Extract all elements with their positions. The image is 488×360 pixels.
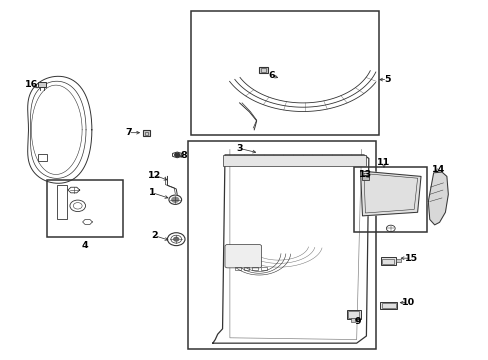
Text: 8: 8 xyxy=(180,152,186,161)
Circle shape xyxy=(174,153,179,157)
Polygon shape xyxy=(360,171,420,216)
Bar xyxy=(346,310,360,319)
Bar xyxy=(347,311,358,318)
FancyBboxPatch shape xyxy=(224,244,261,268)
Bar xyxy=(234,267,240,270)
Bar xyxy=(190,12,378,135)
Bar xyxy=(252,267,258,270)
Text: 15: 15 xyxy=(404,254,417,263)
Text: 4: 4 xyxy=(81,241,88,250)
Text: 10: 10 xyxy=(401,298,414,307)
Circle shape xyxy=(173,237,178,241)
Text: 2: 2 xyxy=(151,231,157,240)
Text: 5: 5 xyxy=(384,75,390,84)
Bar xyxy=(350,318,354,321)
Polygon shape xyxy=(427,172,447,225)
Bar xyxy=(57,185,67,220)
Text: 1: 1 xyxy=(148,188,155,197)
Bar xyxy=(381,303,395,309)
Bar xyxy=(395,259,400,262)
Bar xyxy=(222,155,366,166)
Bar xyxy=(261,267,266,270)
Text: 13: 13 xyxy=(358,170,371,179)
Text: 6: 6 xyxy=(267,71,274,80)
Text: 7: 7 xyxy=(125,128,131,137)
Bar xyxy=(144,132,148,135)
Bar xyxy=(47,180,122,237)
Text: 11: 11 xyxy=(377,158,390,167)
Text: 14: 14 xyxy=(430,166,444,175)
Bar xyxy=(259,67,267,73)
Bar xyxy=(38,154,47,161)
Text: 3: 3 xyxy=(236,144,243,153)
Bar xyxy=(142,130,150,136)
Text: 16: 16 xyxy=(25,80,38,89)
Text: 9: 9 xyxy=(354,317,361,326)
Bar xyxy=(38,82,46,87)
Bar xyxy=(361,175,368,180)
Bar xyxy=(261,68,265,72)
Bar xyxy=(188,140,375,348)
Bar xyxy=(380,257,395,265)
Bar xyxy=(379,302,396,310)
Circle shape xyxy=(171,197,178,202)
Text: 12: 12 xyxy=(148,171,161,180)
Bar xyxy=(382,258,393,264)
Bar xyxy=(243,267,249,270)
Bar xyxy=(353,167,427,232)
